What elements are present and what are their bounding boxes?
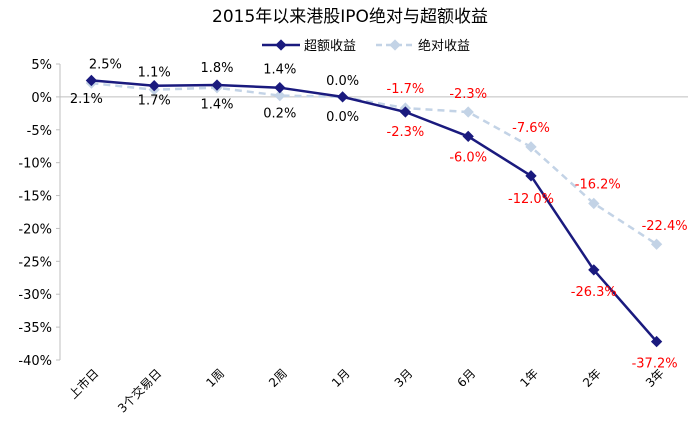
legend-item-excess: 超额收益: [262, 39, 356, 54]
data-label: -26.3%: [571, 285, 617, 300]
data-point: [650, 238, 663, 250]
data-label: 0.2%: [263, 107, 296, 122]
x-tick-label: 1年: [517, 366, 541, 390]
y-tick-label: -30%: [18, 288, 52, 303]
y-tick-label: -35%: [18, 321, 52, 336]
data-point: [462, 106, 474, 118]
data-label: 0.0%: [326, 74, 359, 89]
data-label: 0.0%: [326, 110, 359, 125]
x-tick-label: 3个交易日: [114, 366, 164, 416]
series-line: [91, 81, 658, 246]
y-tick-label: -10%: [18, 157, 52, 172]
y-tick-label: 0%: [31, 91, 52, 106]
legend: 超额收益 绝对收益: [262, 38, 470, 54]
x-tick-label: 上市日: [65, 366, 101, 402]
y-tick-label: -20%: [18, 222, 52, 237]
data-label: 1.4%: [200, 98, 233, 113]
y-tick-label: -25%: [18, 255, 52, 270]
series-line: [91, 79, 658, 343]
chart-title: 2015年以来港股IPO绝对与超额收益: [212, 7, 488, 27]
x-tick-label: 2周: [266, 366, 290, 390]
data-label: -2.3%: [449, 87, 487, 102]
y-tick-label: 5%: [31, 58, 52, 73]
data-label: 1.8%: [200, 61, 233, 76]
legend-item-absolute: 绝对收益: [376, 38, 470, 54]
data-label: -16.2%: [575, 177, 621, 192]
data-label: -6.0%: [449, 150, 487, 165]
data-label: 1.4%: [263, 63, 296, 78]
data-label: 1.1%: [138, 66, 171, 81]
data-label: -2.3%: [387, 125, 425, 140]
legend-marker-excess: [275, 39, 287, 51]
data-point: [274, 82, 286, 94]
legend-marker-absolute: [389, 39, 401, 51]
x-tick-label: 2年: [580, 366, 604, 390]
legend-label-excess: 超额收益: [304, 39, 356, 54]
data-labels: 2.5% 1.7% 1.8% 1.4% 0.0% -2.3% -6.0% -12.0% -26.…: [70, 57, 688, 371]
x-tick-label: 6月: [455, 366, 479, 390]
data-point: [588, 264, 600, 276]
y-tick-label: -40%: [18, 354, 52, 369]
data-point: [336, 91, 349, 103]
data-label: -22.4%: [642, 219, 688, 234]
data-label: -7.6%: [512, 121, 550, 136]
data-label: -12.0%: [508, 192, 554, 207]
data-label: 2.1%: [70, 92, 103, 107]
legend-label-absolute: 绝对收益: [418, 38, 470, 54]
x-tick-label: 1月: [329, 366, 353, 390]
data-point: [462, 130, 474, 143]
data-label: -1.7%: [387, 82, 425, 97]
x-tick-label: 3月: [392, 366, 416, 390]
data-point: [525, 141, 537, 153]
x-tick-label: 1周: [203, 366, 227, 390]
data-point: [650, 335, 663, 348]
series-layer: [85, 74, 663, 348]
data-label: -37.2%: [632, 357, 678, 372]
data-point: [525, 170, 537, 182]
data-label: 1.7%: [138, 94, 171, 109]
y-tick-label: -5%: [27, 124, 52, 139]
y-tick-label: -15%: [18, 190, 52, 205]
data-label: 2.5%: [89, 57, 122, 72]
data-point: [588, 197, 600, 210]
